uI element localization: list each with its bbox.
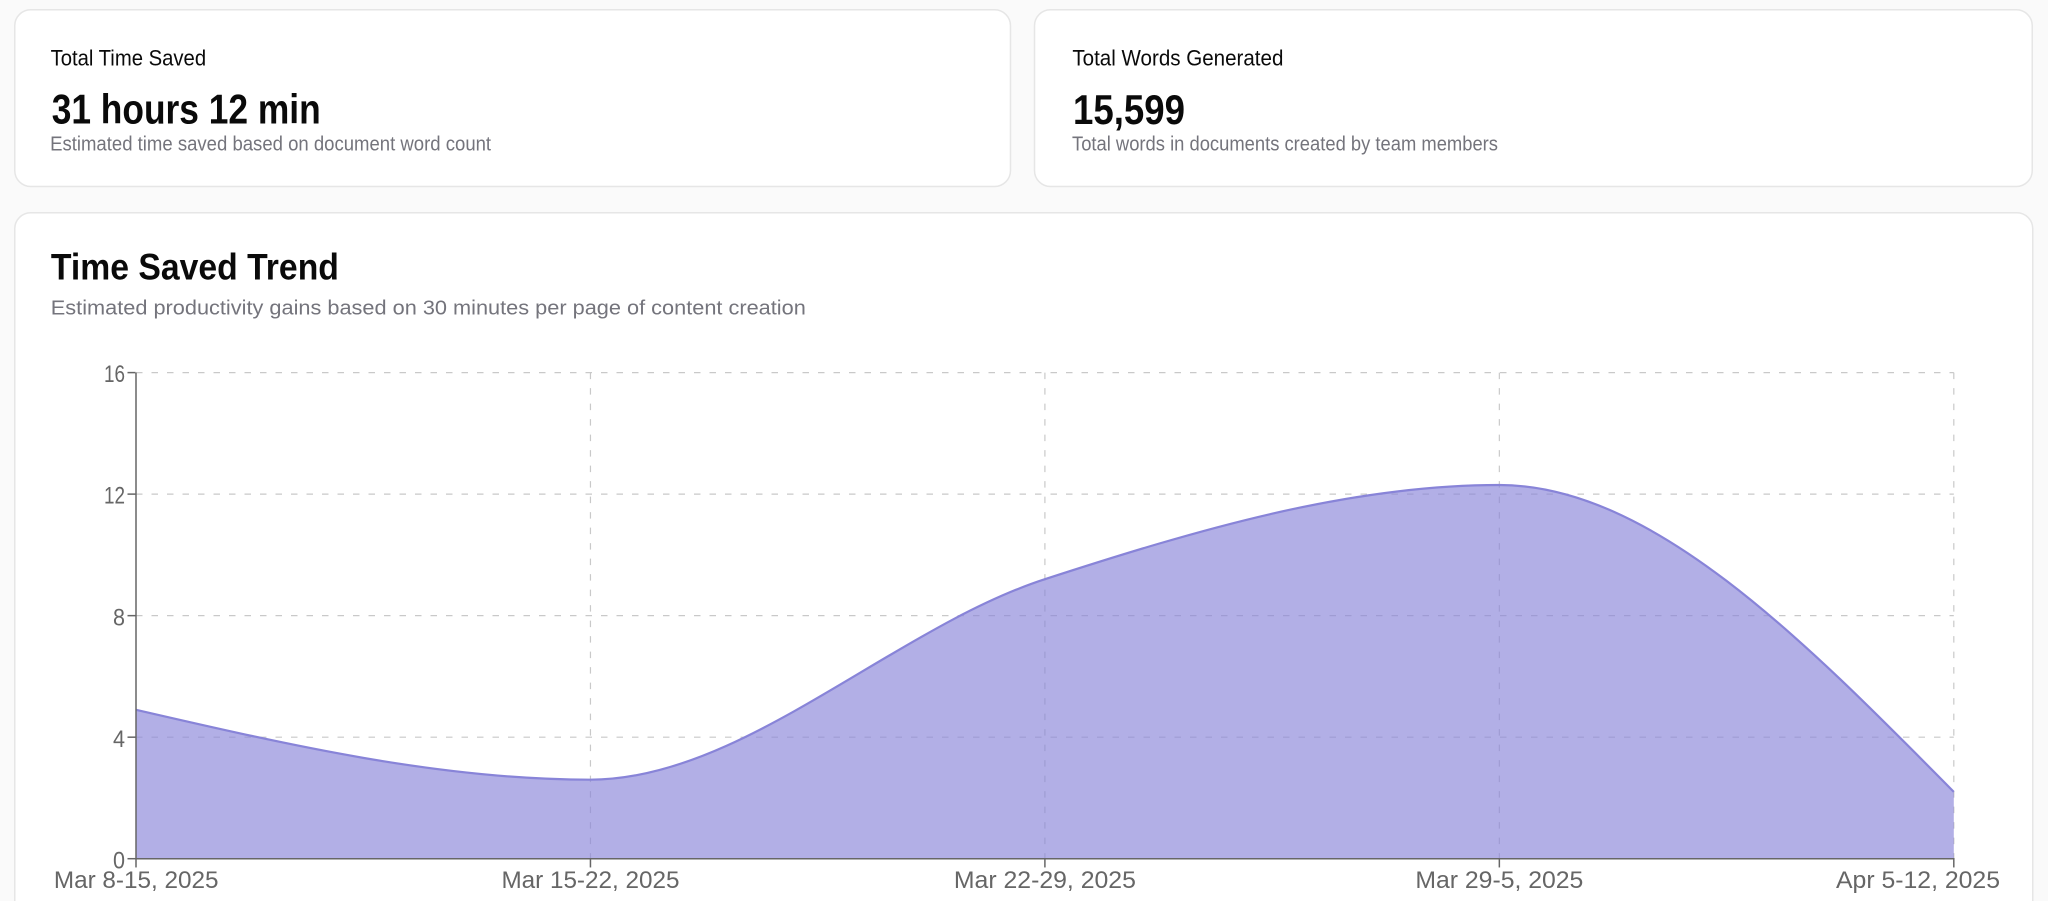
svg-text:Apr 5-12, 2025: Apr 5-12, 2025: [1836, 867, 2000, 894]
svg-text:Mar 22-29, 2025: Mar 22-29, 2025: [954, 867, 1136, 894]
svg-text:Mar 29-5, 2025: Mar 29-5, 2025: [1415, 867, 1583, 894]
svg-text:Estimated time saved based on: Estimated time saved based on document w…: [50, 133, 491, 155]
svg-text:Total words in documents creat: Total words in documents created by team…: [1072, 133, 1498, 155]
svg-text:Total Time Saved: Total Time Saved: [51, 45, 207, 70]
svg-text:4: 4: [113, 726, 125, 753]
svg-text:15,599: 15,599: [1073, 86, 1185, 133]
svg-text:Total Words Generated: Total Words Generated: [1072, 45, 1283, 70]
svg-text:12: 12: [104, 483, 125, 510]
svg-text:31 hours 12 min: 31 hours 12 min: [52, 86, 321, 133]
svg-text:Time Saved Trend: Time Saved Trend: [51, 246, 339, 288]
svg-text:Mar 15-22, 2025: Mar 15-22, 2025: [501, 867, 679, 894]
svg-text:0: 0: [113, 847, 125, 874]
svg-text:Estimated productivity gains b: Estimated productivity gains based on 30…: [51, 298, 806, 320]
svg-text:16: 16: [104, 361, 125, 388]
svg-text:8: 8: [113, 604, 125, 631]
svg-text:Mar 8-15, 2025: Mar 8-15, 2025: [54, 867, 219, 894]
